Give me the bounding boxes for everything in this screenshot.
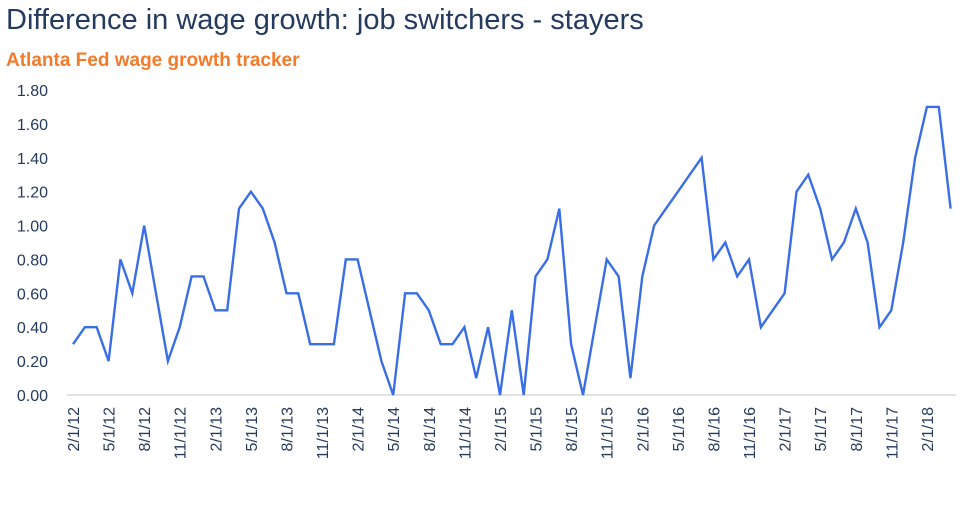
x-tick-label: 8/1/15 bbox=[564, 407, 581, 452]
x-tick-label: 8/1/12 bbox=[137, 407, 154, 452]
chart-title: Difference in wage growth: job switchers… bbox=[6, 4, 644, 36]
x-tick-label: 2/1/17 bbox=[778, 407, 795, 452]
x-tick-label: 8/1/14 bbox=[422, 407, 439, 452]
x-tick-label: 5/1/16 bbox=[671, 407, 688, 452]
x-tick-label: 5/1/17 bbox=[813, 407, 830, 452]
y-tick-label: 1.60 bbox=[17, 117, 48, 134]
x-tick-label: 5/1/14 bbox=[386, 407, 403, 452]
x-tick-label: 2/1/13 bbox=[208, 407, 225, 452]
chart-subtitle: Atlanta Fed wage growth tracker bbox=[6, 50, 300, 71]
y-tick-label: 1.00 bbox=[17, 219, 48, 236]
y-tick-label: 1.40 bbox=[17, 151, 48, 168]
x-tick-label: 5/1/13 bbox=[244, 407, 261, 452]
y-tick-label: 0.80 bbox=[17, 252, 48, 269]
x-tick-label: 11/1/17 bbox=[884, 407, 901, 459]
x-tick-label: 2/1/12 bbox=[66, 407, 83, 452]
y-tick-label: 0.40 bbox=[17, 320, 48, 337]
x-tick-label: 11/1/15 bbox=[600, 407, 617, 459]
x-tick-label: 8/1/13 bbox=[279, 407, 296, 452]
x-tick-label: 11/1/12 bbox=[173, 407, 190, 459]
x-tick-label: 11/1/16 bbox=[742, 407, 759, 459]
x-tick-label: 2/1/14 bbox=[351, 407, 368, 452]
y-tick-label: 0.20 bbox=[17, 354, 48, 371]
y-tick-label: 0.00 bbox=[17, 388, 48, 405]
x-tick-label: 2/1/15 bbox=[493, 407, 510, 452]
series-line bbox=[72, 105, 952, 396]
x-tick-label: 2/1/16 bbox=[635, 407, 652, 452]
x-tick-label: 8/1/16 bbox=[706, 407, 723, 452]
y-tick-label: 0.60 bbox=[17, 286, 48, 303]
y-tick-label: 1.20 bbox=[17, 185, 48, 202]
x-tick-label: 5/1/15 bbox=[529, 407, 546, 452]
y-tick-label: 1.80 bbox=[17, 83, 48, 100]
x-tick-label: 5/1/12 bbox=[102, 407, 119, 452]
x-tick-label: 2/1/18 bbox=[920, 407, 937, 452]
x-tick-label: 8/1/17 bbox=[849, 407, 866, 452]
x-tick-label: 11/1/13 bbox=[315, 407, 332, 459]
x-tick-label: 11/1/14 bbox=[457, 407, 474, 459]
